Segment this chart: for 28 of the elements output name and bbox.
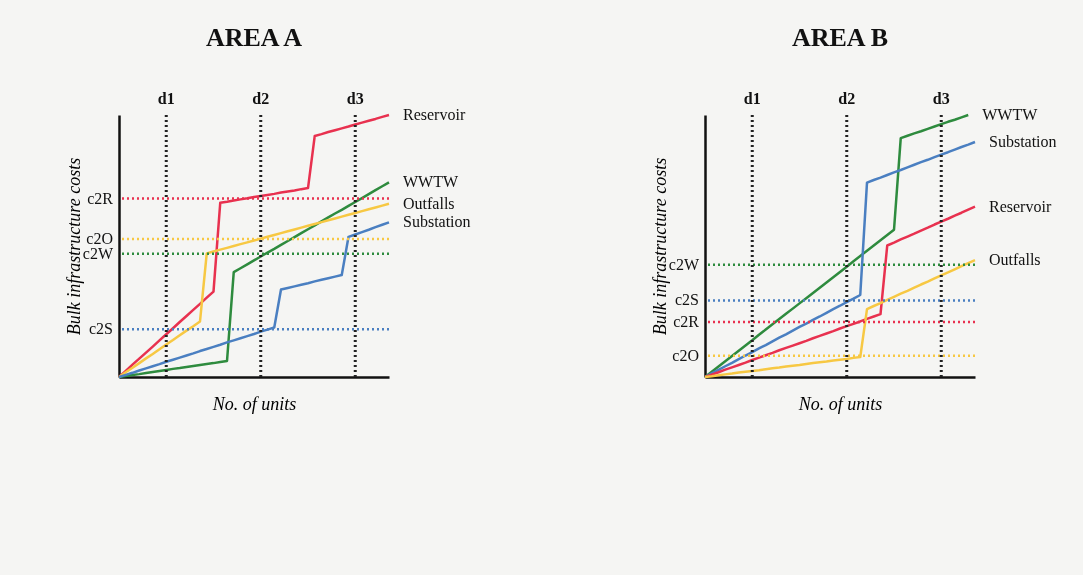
ref-line-label: c2W bbox=[82, 244, 114, 262]
x-tick-label: d3 bbox=[932, 90, 950, 107]
ref-line-label: c2O bbox=[672, 346, 699, 364]
x-axis-title: No. of units bbox=[797, 393, 883, 414]
x-tick-label: d1 bbox=[157, 90, 175, 107]
series-label: Reservoir bbox=[403, 106, 466, 123]
y-axis-title: Bulk infrastructure costs bbox=[63, 157, 84, 336]
ref-line-label: c2R bbox=[673, 312, 700, 330]
ref-line-label: c2O bbox=[86, 229, 113, 247]
x-tick-label: d2 bbox=[252, 90, 270, 107]
series-label: Outfalls bbox=[989, 251, 1041, 269]
ref-line-label: c2S bbox=[89, 320, 113, 338]
ref-line-label: c2S bbox=[675, 291, 699, 309]
chart-title: AREA B bbox=[791, 23, 889, 52]
series-label: WWTW bbox=[403, 173, 459, 191]
chart-title: AREA A bbox=[205, 23, 303, 52]
x-tick-label: d2 bbox=[838, 90, 856, 107]
x-axis-title: No. of units bbox=[211, 393, 297, 414]
series-label: Substation bbox=[403, 213, 471, 231]
y-axis-title: Bulk infrastructure costs bbox=[649, 157, 670, 336]
series-label: Reservoir bbox=[989, 197, 1052, 215]
ref-line-label: c2W bbox=[668, 255, 700, 273]
series-label: WWTW bbox=[982, 106, 1039, 123]
ref-line-label: c2R bbox=[87, 189, 114, 207]
series-label: Substation bbox=[989, 132, 1057, 150]
x-tick-label: d1 bbox=[743, 90, 761, 107]
x-tick-label: d3 bbox=[346, 90, 364, 107]
series-label: Outfalls bbox=[403, 194, 455, 212]
